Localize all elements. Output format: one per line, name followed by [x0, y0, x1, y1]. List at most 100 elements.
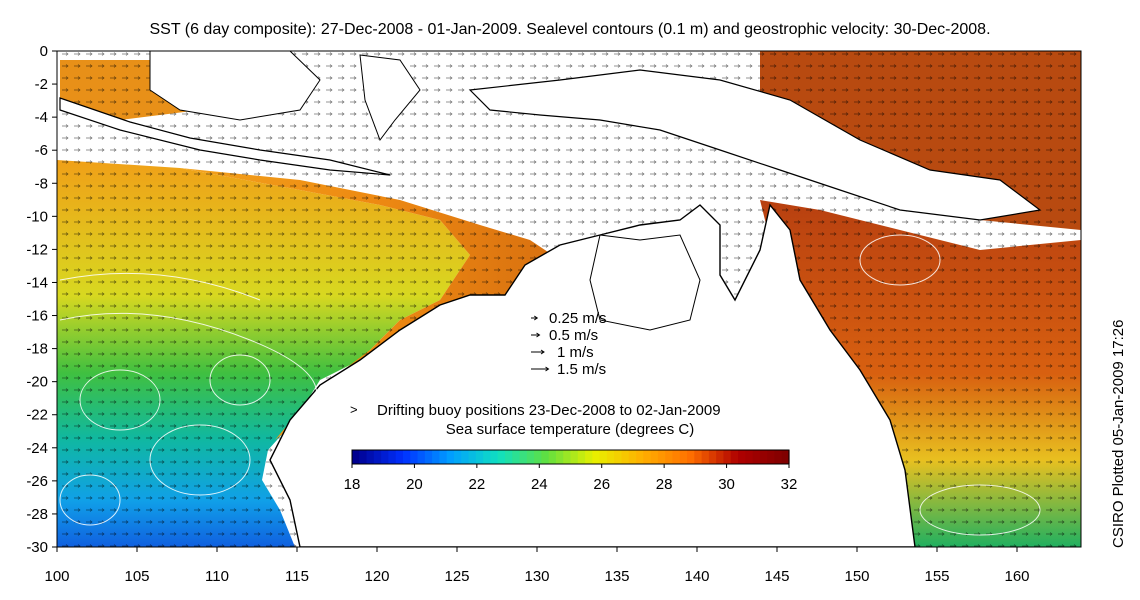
colorbar-tick-label: 30 — [718, 476, 735, 493]
colorbar-tick-label: 22 — [469, 476, 486, 493]
colorbar-swatch — [592, 450, 601, 464]
lat-tick-label: -14 — [26, 274, 48, 291]
velocity-legend-label: 1 m/s — [557, 344, 594, 361]
java-island — [59, 97, 391, 176]
colorbar-swatch — [417, 450, 426, 464]
colorbar-swatch — [752, 450, 761, 464]
colorbar-swatch — [541, 450, 550, 464]
colorbar-swatch — [373, 450, 382, 464]
colorbar-tick-label: 32 — [781, 476, 798, 493]
velocity-arrow-icon — [531, 332, 541, 338]
lon-tick-label: 155 — [924, 568, 949, 585]
lat-tick-label: -6 — [35, 142, 48, 159]
colorbar-tick-label: 20 — [406, 476, 423, 493]
colorbar-tick-label: 24 — [531, 476, 548, 493]
colorbar-swatch — [395, 450, 404, 464]
sulawesi-island — [359, 54, 421, 142]
lat-tick-label: -30 — [26, 539, 48, 556]
colorbar-swatch — [701, 450, 710, 464]
colorbar-swatch — [599, 450, 608, 464]
sealevel-contours — [59, 234, 1041, 536]
colorbar-tick-label: 26 — [593, 476, 610, 493]
new-guinea — [468, 69, 1042, 221]
colorbar-tick-label: 28 — [656, 476, 673, 493]
colorbar-swatch — [352, 450, 360, 464]
colorbar-swatch — [555, 450, 564, 464]
colorbar-ticks: 18 20 22 24 26 28 30 32 — [344, 464, 798, 493]
colorbar-swatch — [475, 450, 484, 464]
colorbar-frame — [351, 449, 790, 465]
colorbar-swatch — [730, 450, 739, 464]
lat-tick-label: -10 — [26, 208, 48, 225]
colorbar-swatch — [577, 450, 586, 464]
velocity-legend-label: 0.5 m/s — [549, 327, 598, 344]
lat-tick-label: -4 — [35, 109, 48, 126]
colorbar-swatch — [526, 450, 535, 464]
colorbar-swatch — [636, 450, 644, 464]
colorbar-swatches — [352, 450, 790, 464]
colorbar-swatch — [628, 450, 637, 464]
colorbar-swatch — [548, 450, 557, 464]
colorbar-swatch — [504, 450, 513, 464]
colorbar-swatch — [614, 450, 623, 464]
colorbar-title: Sea surface temperature (degrees C) — [446, 421, 694, 438]
gulf-of-carpentaria — [589, 234, 701, 331]
colorbar-swatch — [410, 450, 419, 464]
colorbar-swatch — [657, 450, 666, 464]
lon-tick-label: 145 — [764, 568, 789, 585]
velocity-legend-label: 1.5 m/s — [557, 361, 606, 378]
colorbar-swatch — [650, 450, 659, 464]
colorbar-swatch — [759, 450, 768, 464]
colorbar-tick-label: 18 — [344, 476, 361, 493]
colorbar-swatch — [483, 450, 491, 464]
lon-tick-label: 130 — [524, 568, 549, 585]
colorbar-swatch — [468, 450, 477, 464]
colorbar-swatch — [570, 450, 579, 464]
colorbar-swatch — [708, 450, 717, 464]
colorbar-swatch — [767, 450, 776, 464]
colorbar-swatch — [745, 450, 754, 464]
colorbar-swatch — [723, 450, 732, 464]
lon-tick-label: 135 — [604, 568, 629, 585]
colorbar-swatch — [716, 450, 725, 464]
lat-axis: 0 -2 -4 -6 -8 -10 -12 -14 -16 -18 -20 -22 -24 -26 -28 -… — [26, 43, 57, 556]
colorbar-swatch — [774, 450, 783, 464]
colorbar-swatch — [461, 450, 470, 464]
colorbar-swatch — [621, 450, 630, 464]
velocity-arrow-icon — [531, 349, 545, 355]
lon-tick-label: 105 — [124, 568, 149, 585]
lat-tick-label: -18 — [26, 341, 48, 358]
colorbar-swatch — [402, 450, 411, 464]
colorbar-swatch — [424, 450, 433, 464]
lat-tick-label: -24 — [26, 440, 48, 457]
lon-tick-label: 115 — [285, 568, 309, 585]
buoy-marker-icon: > — [350, 402, 358, 417]
colorbar-swatch — [585, 450, 593, 464]
colorbar-swatch — [672, 450, 681, 464]
velocity-legend: 0.25 m/s0.5 m/s1 m/s1.5 m/s — [531, 310, 607, 378]
colorbar-swatch — [512, 450, 521, 464]
colorbar-swatch — [781, 450, 790, 464]
colorbar-swatch — [563, 450, 572, 464]
colorbar-swatch — [446, 450, 455, 464]
plot-frame — [56, 50, 1082, 548]
colorbar-swatch — [687, 450, 695, 464]
lat-tick-label: -2 — [35, 76, 48, 93]
colorbar-swatch — [534, 450, 542, 464]
sst-colorbar: Sea surface temperature (degrees C) 18 20… — [344, 421, 798, 493]
lon-tick-label: 125 — [444, 568, 469, 585]
lon-tick-label: 100 — [44, 568, 69, 585]
lat-tick-label: -26 — [26, 473, 48, 490]
lat-tick-label: -22 — [26, 407, 48, 424]
colorbar-swatch — [679, 450, 688, 464]
colorbar-swatch — [359, 450, 368, 464]
lon-tick-label: 110 — [205, 568, 229, 585]
velocity-legend-label: 0.25 m/s — [549, 310, 607, 327]
borneo-sulawesi — [149, 51, 321, 121]
map-title: SST (6 day composite): 27-Dec-2008 - 01-… — [149, 21, 991, 38]
buoy-legend: > Drifting buoy positions 23-Dec-2008 to… — [350, 402, 721, 419]
lon-axis: 100 105 110 115 120 125 130 135 140 145 150 155 160 — [44, 547, 1030, 585]
colorbar-swatch — [497, 450, 506, 464]
colorbar-swatch — [643, 450, 652, 464]
